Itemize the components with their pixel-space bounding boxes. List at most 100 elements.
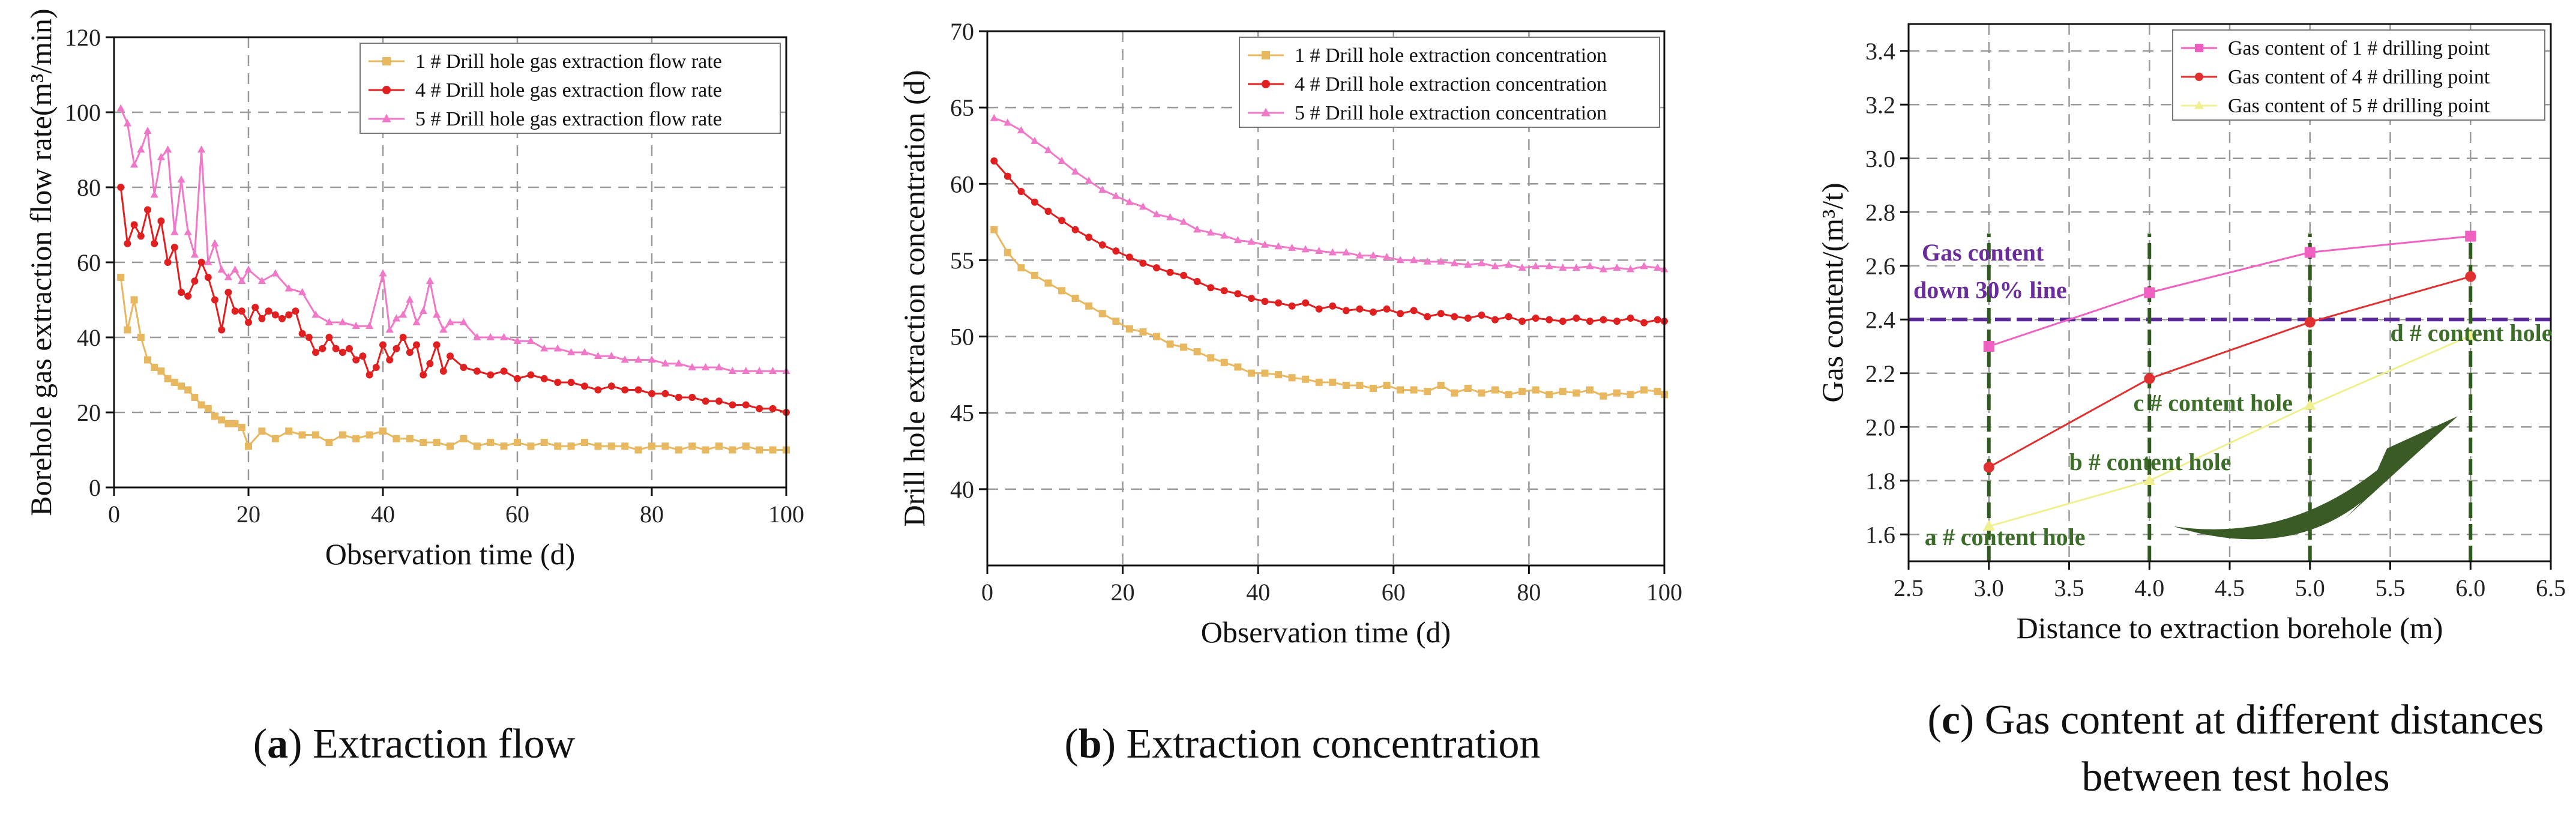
y-axis-label: Drill hole extraction concentration (d): [897, 70, 931, 527]
data-point: [1220, 287, 1228, 295]
x-tick-label: 4.5: [2215, 574, 2245, 601]
data-point: [1369, 308, 1377, 316]
data-point: [1491, 262, 1499, 270]
data-point: [117, 274, 125, 281]
x-tick-label: 0: [108, 501, 120, 528]
series-3: [990, 113, 1669, 273]
y-tick-label: 60: [950, 170, 974, 197]
data-point: [1342, 381, 1350, 389]
data-point: [1627, 391, 1634, 399]
data-point: [170, 228, 179, 235]
data-point: [204, 258, 212, 265]
data-point: [1383, 381, 1391, 389]
data-point: [379, 427, 387, 435]
legend-marker: [1261, 107, 1271, 116]
data-point: [352, 435, 360, 442]
data-point: [224, 289, 232, 296]
data-point: [1397, 386, 1404, 394]
y-tick-label: 120: [65, 24, 101, 51]
data-point: [191, 277, 199, 285]
data-point: [433, 439, 441, 446]
data-point: [567, 442, 575, 450]
data-point: [258, 427, 266, 435]
data-point: [769, 367, 777, 375]
caption-part: ): [288, 721, 302, 767]
data-point: [218, 416, 226, 424]
data-point: [244, 265, 253, 273]
data-point: [2465, 231, 2476, 242]
data-point: [352, 322, 360, 330]
data-point: [426, 360, 434, 367]
data-point: [1410, 386, 1418, 394]
data-point: [1193, 225, 1202, 233]
data-point: [487, 371, 495, 379]
data-point: [607, 382, 615, 390]
data-point: [130, 221, 138, 229]
data-point: [688, 442, 696, 450]
data-point: [184, 292, 192, 300]
data-point: [1640, 262, 1648, 270]
data-point: [325, 334, 333, 341]
data-point: [190, 250, 199, 258]
data-point: [581, 439, 588, 446]
data-point: [339, 318, 347, 325]
x-axis-label: Observation time (d): [1201, 615, 1451, 649]
data-point: [1518, 263, 1526, 271]
data-point: [1518, 318, 1526, 325]
data-point: [1098, 241, 1106, 249]
data-point: [1017, 264, 1025, 272]
data-point: [312, 431, 319, 439]
data-point: [1166, 340, 1174, 348]
data-point: [1085, 176, 1093, 184]
data-point: [157, 152, 165, 160]
data-point: [433, 341, 441, 349]
chart-a: 0 20 40 60 80 100 0 20 40 60 80 100 120 Observation t…: [24, 8, 804, 767]
data-point: [1613, 318, 1621, 325]
data-point: [1532, 315, 1539, 322]
x-tick-label: 3.0: [1974, 574, 2004, 601]
data-point: [346, 345, 353, 352]
data-point: [204, 274, 212, 281]
y-axis-label: Borehole gas extraction flow rate(m³/min…: [24, 8, 58, 516]
data-point: [413, 341, 420, 349]
data-point: [1559, 388, 1566, 396]
data-point: [554, 379, 562, 386]
data-point: [231, 420, 239, 427]
reference-label-line2: down 30% line: [1913, 276, 2067, 303]
data-point: [393, 435, 400, 442]
data-point: [406, 349, 414, 356]
data-point: [265, 307, 272, 315]
series-2: [117, 184, 790, 416]
data-point: [1654, 316, 1661, 324]
series-3: [116, 104, 790, 375]
y-tick-label: 1.8: [1865, 468, 1895, 495]
data-point: [143, 127, 152, 134]
chart-c: 2.5 3.0 3.5 4.0 4.5 5.0 5.5 6.0 6.5 1.6 1.8 2.0 2.2 2…: [1816, 23, 2566, 800]
caption-part: Extraction concentration: [1116, 721, 1541, 767]
data-point: [1627, 265, 1635, 273]
data-point: [460, 364, 468, 371]
data-point: [392, 314, 400, 322]
data-point: [675, 446, 682, 454]
data-point: [1044, 146, 1053, 154]
data-point: [1505, 391, 1512, 399]
data-point: [359, 352, 367, 360]
data-point: [1004, 249, 1011, 256]
data-point: [385, 325, 394, 333]
data-point: [702, 446, 709, 454]
data-point: [1586, 318, 1593, 325]
data-point: [1491, 386, 1499, 394]
x-tick-label: 80: [1517, 579, 1541, 606]
data-point: [715, 397, 723, 405]
data-point: [137, 334, 145, 341]
data-point: [1275, 371, 1283, 379]
x-tick-label: 60: [1382, 579, 1406, 606]
data-point: [1044, 279, 1052, 287]
data-point: [251, 304, 259, 311]
data-point: [2304, 316, 2316, 328]
data-point: [325, 439, 333, 446]
data-point: [1342, 307, 1350, 315]
data-point: [1166, 213, 1175, 221]
data-point: [238, 424, 245, 431]
y-tick-label: 2.6: [1865, 253, 1895, 280]
